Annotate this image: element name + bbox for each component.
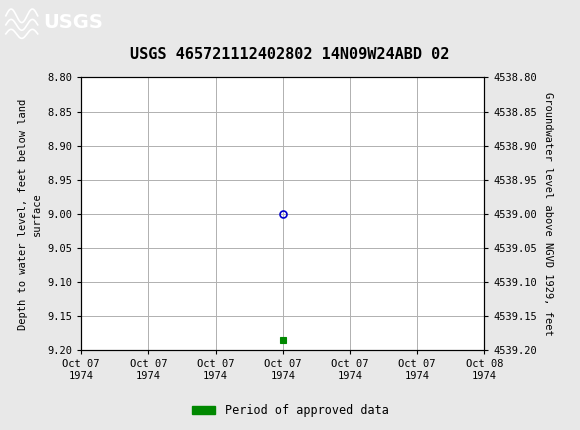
Legend: Period of approved data: Period of approved data [187, 399, 393, 422]
Text: USGS 465721112402802 14N09W24ABD 02: USGS 465721112402802 14N09W24ABD 02 [130, 47, 450, 62]
Text: USGS: USGS [44, 13, 103, 32]
Y-axis label: Groundwater level above NGVD 1929, feet: Groundwater level above NGVD 1929, feet [543, 92, 553, 336]
Y-axis label: Depth to water level, feet below land
surface: Depth to water level, feet below land su… [17, 98, 42, 329]
